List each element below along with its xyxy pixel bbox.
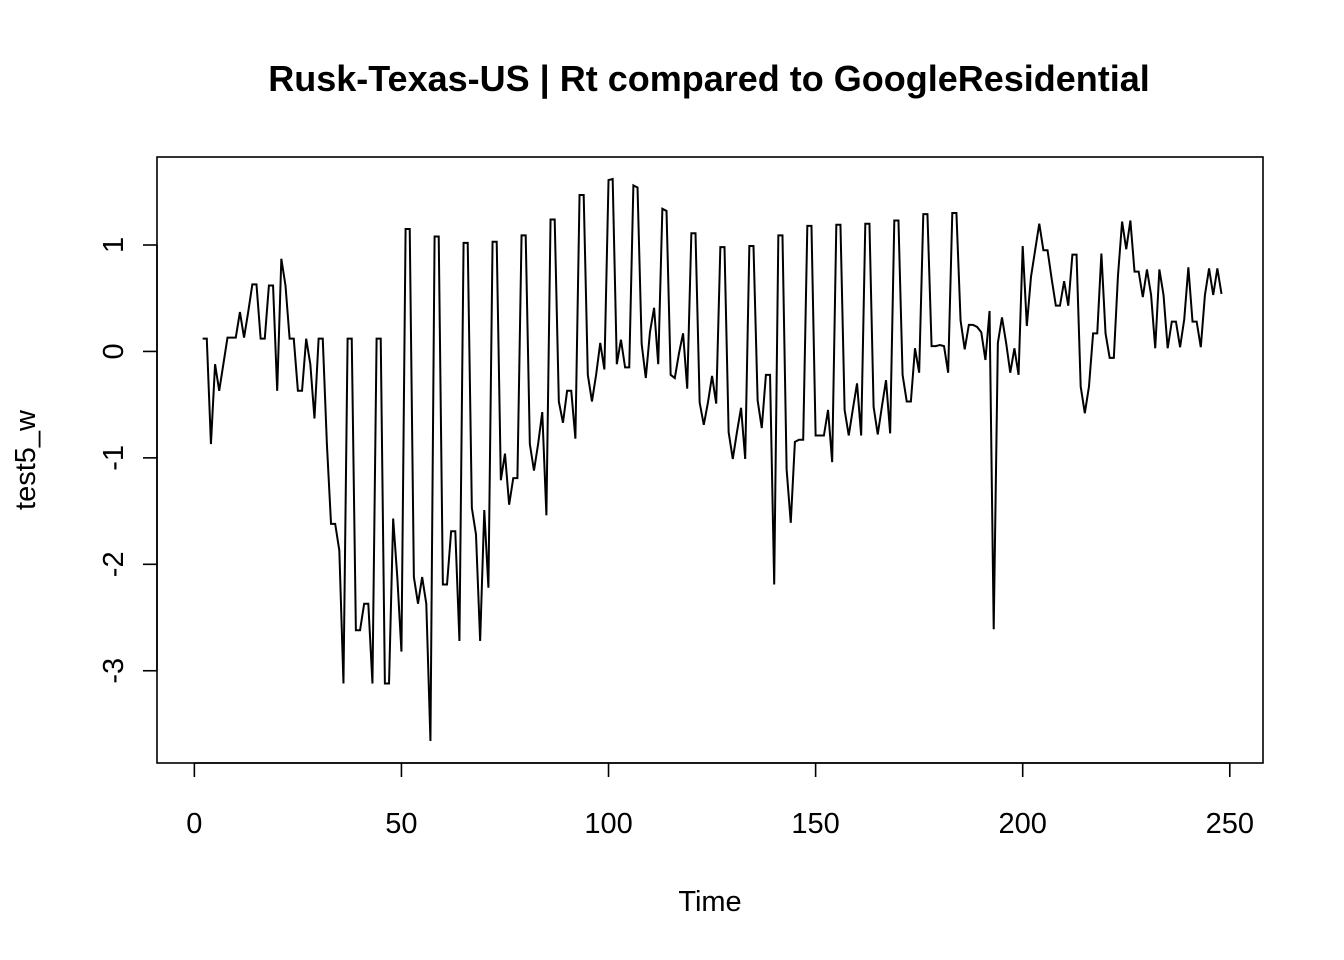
y-tick-label: -3 bbox=[98, 658, 130, 684]
y-tick-label: 1 bbox=[98, 237, 130, 253]
x-tick-label: 250 bbox=[1206, 808, 1254, 840]
x-tick-label: 100 bbox=[584, 808, 632, 840]
plot-area bbox=[202, 177, 1223, 742]
x-tick-label: 0 bbox=[186, 808, 202, 840]
y-axis-label: test5_w bbox=[10, 409, 42, 510]
plot-frame bbox=[156, 156, 1264, 764]
chart-title: Rusk-Texas-US | Rt compared to GoogleRes… bbox=[268, 58, 1150, 100]
x-axis: 0 50 100 150 200 250 bbox=[186, 762, 1254, 840]
series-line bbox=[202, 177, 1223, 742]
x-tick-label: 200 bbox=[999, 808, 1047, 840]
y-axis: -3 -2 -1 0 1 bbox=[98, 237, 158, 684]
y-tick-label: 0 bbox=[98, 343, 130, 359]
x-tick-label: 50 bbox=[385, 808, 417, 840]
y-tick-label: -1 bbox=[98, 445, 130, 471]
y-tick-label: -2 bbox=[98, 551, 130, 577]
x-axis-label: Time bbox=[678, 886, 741, 918]
x-tick-label: 150 bbox=[791, 808, 839, 840]
